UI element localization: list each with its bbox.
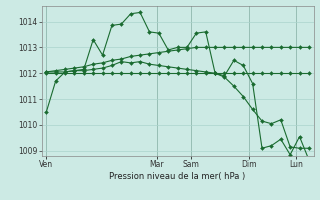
X-axis label: Pression niveau de la mer( hPa ): Pression niveau de la mer( hPa ) xyxy=(109,172,246,181)
